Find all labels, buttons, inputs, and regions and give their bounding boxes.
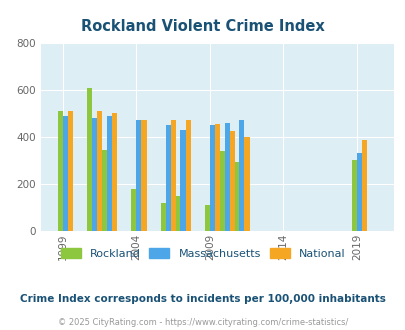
Bar xyxy=(224,123,229,231)
Bar xyxy=(209,125,215,231)
Bar xyxy=(185,120,190,231)
Text: Crime Index corresponds to incidents per 100,000 inhabitants: Crime Index corresponds to incidents per… xyxy=(20,294,385,304)
Legend: Rockland, Massachusetts, National: Rockland, Massachusetts, National xyxy=(56,244,349,263)
Bar xyxy=(112,114,117,231)
Bar xyxy=(136,120,141,231)
Bar xyxy=(351,160,356,231)
Bar xyxy=(171,120,175,231)
Bar xyxy=(234,162,239,231)
Bar xyxy=(141,120,146,231)
Bar xyxy=(92,118,97,231)
Bar xyxy=(219,151,224,231)
Text: Rockland Violent Crime Index: Rockland Violent Crime Index xyxy=(81,19,324,34)
Bar xyxy=(101,150,107,231)
Bar xyxy=(239,120,244,231)
Bar xyxy=(97,111,102,231)
Text: © 2025 CityRating.com - https://www.cityrating.com/crime-statistics/: © 2025 CityRating.com - https://www.city… xyxy=(58,318,347,327)
Bar xyxy=(215,124,220,231)
Bar xyxy=(180,130,185,231)
Bar xyxy=(244,137,249,231)
Bar xyxy=(229,131,234,231)
Bar xyxy=(107,116,112,231)
Bar xyxy=(175,196,180,231)
Bar xyxy=(361,141,367,231)
Bar xyxy=(58,111,62,231)
Bar xyxy=(131,189,136,231)
Bar xyxy=(87,87,92,231)
Bar xyxy=(160,203,165,231)
Bar xyxy=(356,153,361,231)
Bar xyxy=(165,125,171,231)
Bar xyxy=(204,205,209,231)
Bar xyxy=(62,116,68,231)
Bar xyxy=(68,111,73,231)
